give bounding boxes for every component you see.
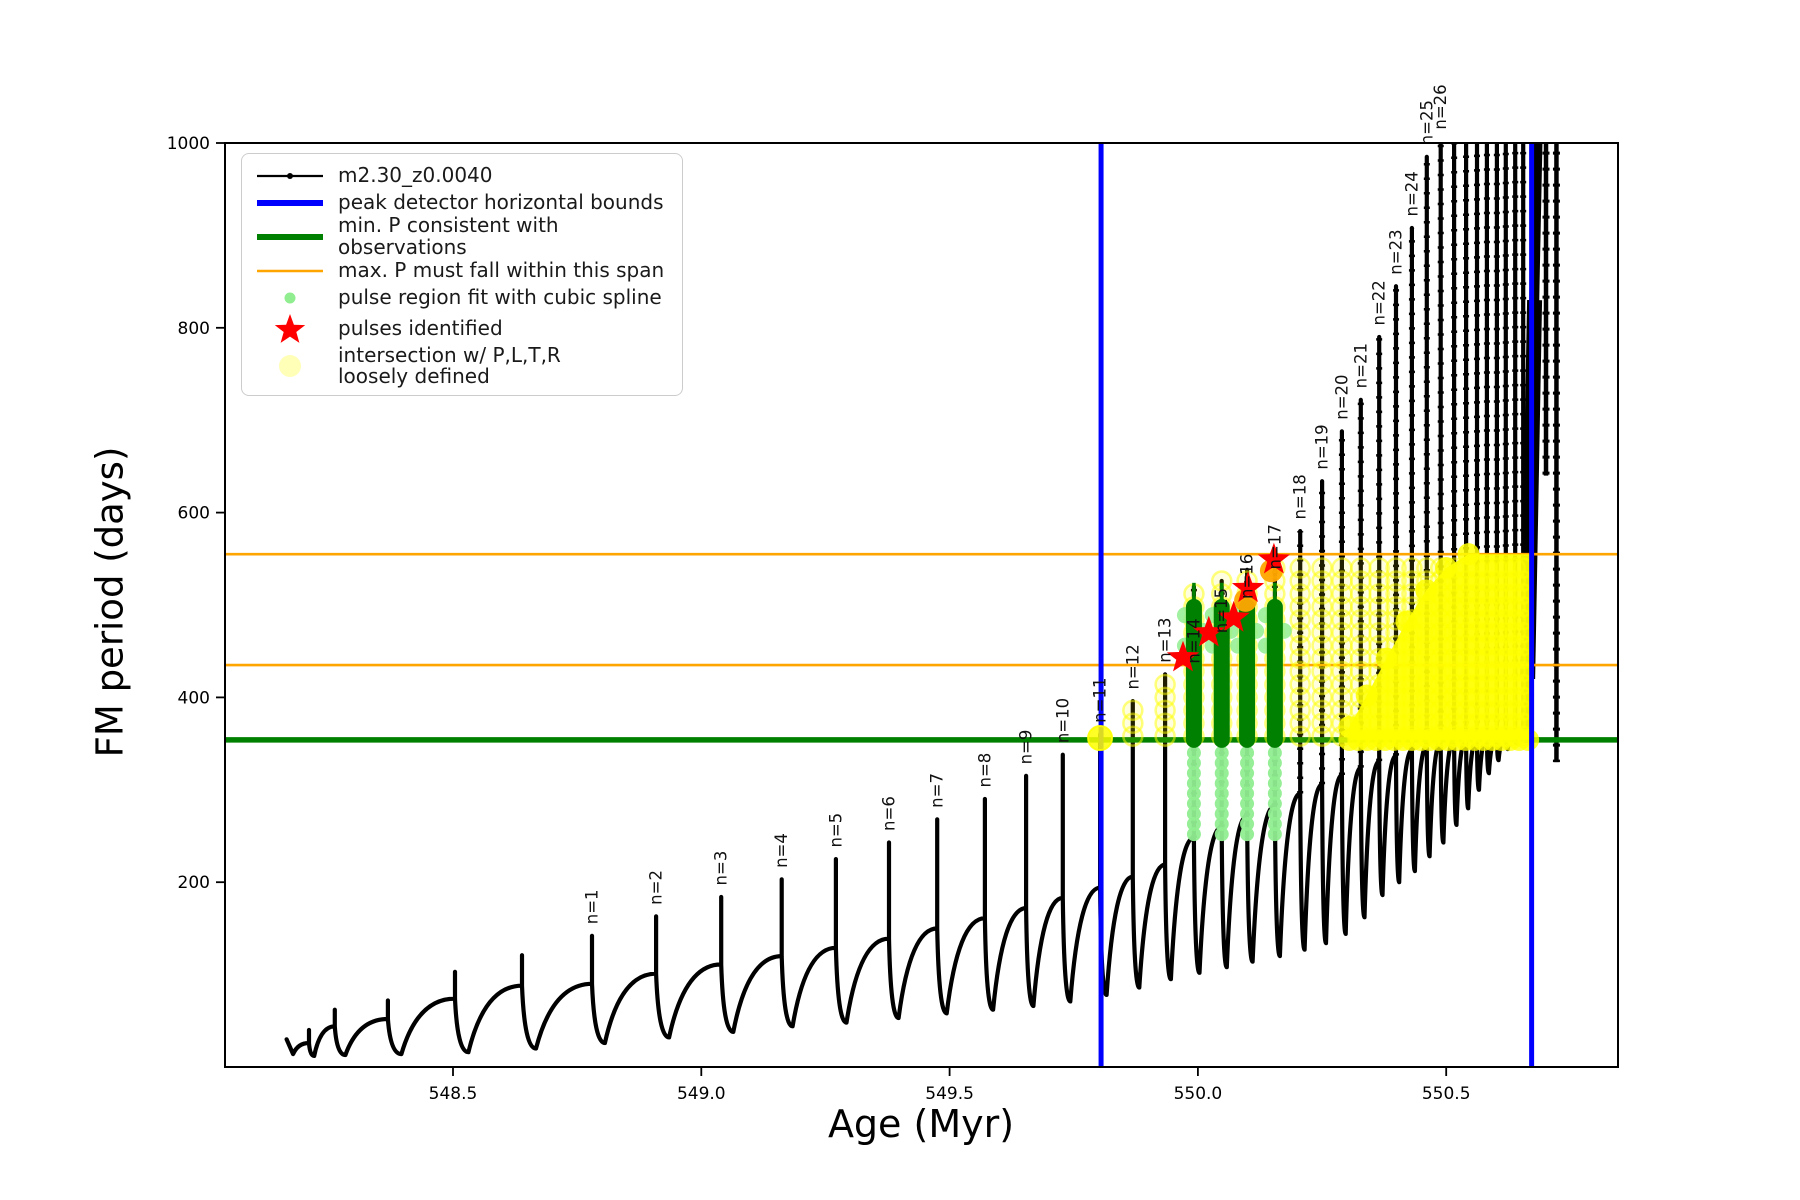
pulse-number-label: n=14: [1184, 618, 1203, 663]
legend-item-min-period: min. P consistent with observations: [254, 213, 670, 259]
x-tick-label: 549.5: [925, 1084, 974, 1104]
legend-item-intersection: intersection w/ P,L,T,R loosely defined: [254, 342, 670, 389]
pulse-number-label: n=21: [1351, 343, 1370, 388]
pulse-number-label: n=18: [1291, 474, 1310, 519]
legend-label: min. P consistent with observations: [338, 213, 559, 259]
legend-item-peak-detector: peak detector horizontal bounds: [254, 189, 670, 216]
x-tick-label: 550.5: [1422, 1084, 1471, 1104]
pulse-region-markers: [1176, 607, 1292, 842]
pulse-number-label: n=19: [1313, 424, 1332, 469]
blue-line-swatch: [254, 194, 326, 212]
pulse-number-label: n=22: [1370, 280, 1389, 325]
pulse-number-label: n=5: [826, 813, 845, 848]
pulse-number-label: n=20: [1332, 374, 1351, 419]
pulse-number-label: n=7: [928, 773, 947, 808]
pulse-number-label: n=26: [1431, 84, 1450, 129]
legend-label: m2.30_z0.0040: [338, 162, 493, 187]
pale-yellow-dot-swatch: [254, 351, 326, 381]
x-tick-label: 549.0: [677, 1084, 726, 1104]
pulse-number-label: n=23: [1387, 229, 1406, 274]
legend: m2.30_z0.0040 peak detector horizontal b…: [241, 153, 683, 396]
pulse-number-label: n=13: [1156, 617, 1175, 662]
y-tick-label: 600: [178, 504, 210, 524]
y-axis-label: FM period (days): [88, 446, 132, 758]
pulse-number-label: n=24: [1402, 171, 1421, 216]
x-axis-label: Age (Myr): [827, 1102, 1015, 1146]
y-tick-label: 800: [178, 319, 210, 339]
pulse-number-label: n=11: [1091, 678, 1110, 723]
series-line-dot-swatch: [254, 167, 326, 185]
y-tick-label: 400: [178, 688, 210, 708]
pulse-number-label: n=15: [1212, 588, 1231, 633]
pulse-number-label: n=17: [1265, 524, 1284, 569]
legend-item-pulses-identified: pulses identified: [254, 311, 670, 345]
pulse-identified-star: [1217, 600, 1250, 632]
pulse-identified-star: [1231, 571, 1265, 603]
yellow-intersection-point: [1087, 725, 1114, 752]
pulse-identified-star: [1257, 542, 1290, 574]
pulse-number-label: n=9: [1017, 730, 1036, 765]
pulse-number-label: n=8: [975, 753, 994, 788]
plot-frame: [224, 142, 1619, 1068]
pulse-number-label: n=1: [583, 889, 602, 924]
pulse-number-label: n=25: [1417, 100, 1436, 145]
pulse-number-label: n=12: [1123, 644, 1142, 689]
legend-item-track: m2.30_z0.0040: [254, 162, 670, 189]
legend-label: pulse region fit with cubic spline: [338, 285, 662, 309]
y-tick-label: 200: [178, 873, 210, 893]
x-tick-label: 550.0: [1174, 1084, 1223, 1104]
legend-item-pulse-region: pulse region fit with cubic spline: [254, 284, 670, 311]
legend-label: intersection w/ P,L,T,R loosely defined: [338, 342, 561, 389]
pulse-number-label: n=6: [880, 796, 899, 831]
orange-line-swatch: [254, 262, 326, 280]
pulse-number-label: n=2: [647, 870, 666, 905]
pulse-number-label: n=16: [1238, 554, 1257, 599]
light-green-dot-swatch: [254, 289, 326, 307]
pulse-identified-star: [1166, 640, 1200, 672]
pulse-number-label: n=10: [1053, 698, 1072, 743]
x-tick-label: 548.5: [429, 1084, 478, 1104]
red-star-swatch: [254, 311, 326, 347]
pulse-identified-star: [1192, 615, 1225, 647]
legend-label: peak detector horizontal bounds: [338, 189, 664, 214]
legend-label: pulses identified: [338, 315, 503, 340]
y-tick-label: 1000: [167, 134, 210, 154]
pulse-number-label: n=3: [712, 851, 731, 886]
green-line-swatch: [254, 228, 326, 246]
legend-item-max-period-span: max. P must fall within this span: [254, 257, 670, 284]
legend-label: max. P must fall within this span: [338, 258, 665, 282]
pulse-number-label: n=4: [772, 833, 791, 868]
